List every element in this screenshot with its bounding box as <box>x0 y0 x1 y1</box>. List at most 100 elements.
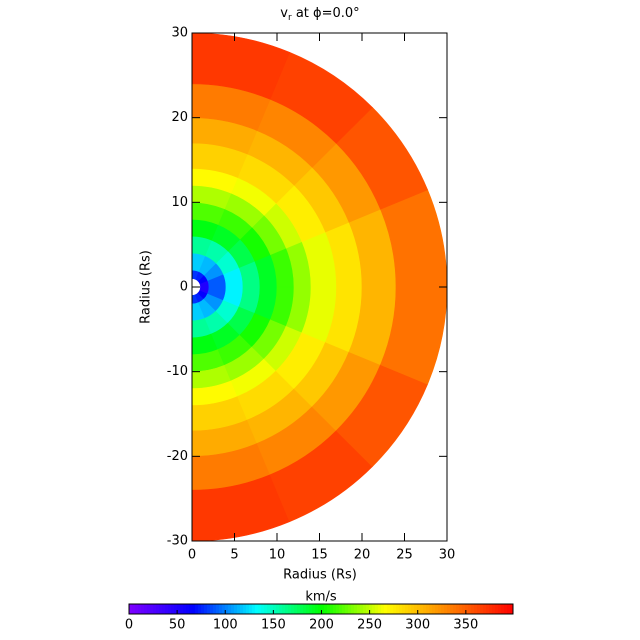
colorbar-swatch <box>477 604 481 614</box>
colorbar-swatch <box>258 604 262 614</box>
colorbar-swatch <box>369 604 373 614</box>
colorbar-swatch <box>330 604 334 614</box>
colorbar-swatch <box>222 604 226 614</box>
colorbar-swatch <box>156 604 160 614</box>
colorbar-tick-label: 150 <box>261 618 286 633</box>
colorbar-swatch <box>213 604 217 614</box>
colorbar-swatch <box>204 604 208 614</box>
colorbar-swatch <box>312 604 316 614</box>
colorbar-swatch <box>429 604 433 614</box>
colorbar-swatch <box>141 604 145 614</box>
colorbar-swatch <box>246 604 250 614</box>
colorbar-swatch <box>243 604 247 614</box>
colorbar-swatch <box>294 604 298 614</box>
colorbar-swatch <box>219 604 223 614</box>
colorbar-swatch <box>336 604 340 614</box>
colorbar-swatch <box>237 604 241 614</box>
x-tick-label: 15 <box>311 548 328 563</box>
colorbar-swatch <box>453 604 457 614</box>
colorbar-swatch <box>447 604 451 614</box>
colorbar-swatch <box>495 604 499 614</box>
colorbar-swatch <box>462 604 466 614</box>
colorbar-tick-label: 200 <box>309 618 334 633</box>
colorbar-swatch <box>276 604 280 614</box>
colorbar-swatch <box>234 604 238 614</box>
colorbar-swatch <box>195 604 199 614</box>
colorbar-swatch <box>168 604 172 614</box>
colorbar-swatch <box>333 604 337 614</box>
colorbar-swatch <box>471 604 475 614</box>
colorbar-swatch <box>510 604 514 614</box>
colorbar-swatch <box>249 604 253 614</box>
colorbar-swatch <box>360 604 364 614</box>
colorbar-swatch <box>426 604 430 614</box>
colorbar-swatch <box>228 604 232 614</box>
colorbar-swatch <box>252 604 256 614</box>
colorbar-swatch <box>411 604 415 614</box>
colorbar-swatch <box>177 604 181 614</box>
colorbar-swatch <box>303 604 307 614</box>
colorbar-swatch <box>375 604 379 614</box>
colorbar-swatch <box>153 604 157 614</box>
colorbar-swatch <box>396 604 400 614</box>
colorbar-swatch <box>150 604 154 614</box>
colorbar-swatch <box>162 604 166 614</box>
x-tick-label: 20 <box>354 548 371 563</box>
colorbar-swatch <box>366 604 370 614</box>
y-tick-label: 20 <box>171 110 188 125</box>
colorbar-swatch <box>384 604 388 614</box>
colorbar-swatch <box>348 604 352 614</box>
colorbar-swatch <box>351 604 355 614</box>
colorbar-swatch <box>492 604 496 614</box>
colorbar-swatch <box>441 604 445 614</box>
colorbar-swatch <box>387 604 391 614</box>
colorbar-tick-label: 50 <box>169 618 186 633</box>
x-tick-label: 0 <box>188 548 196 563</box>
colorbar-swatch <box>372 604 376 614</box>
colorbar-swatch <box>390 604 394 614</box>
colorbar-swatch <box>186 604 190 614</box>
colorbar-swatch <box>135 604 139 614</box>
colorbar-swatch <box>288 604 292 614</box>
colorbar-swatch <box>420 604 424 614</box>
colorbar-swatch <box>138 604 142 614</box>
colorbar-swatch <box>342 604 346 614</box>
colorbar-swatch <box>465 604 469 614</box>
colorbar-swatch <box>300 604 304 614</box>
heatmap <box>191 32 448 542</box>
colorbar-swatch <box>267 604 271 614</box>
x-tick-label: 25 <box>396 548 413 563</box>
colorbar-swatch <box>345 604 349 614</box>
colorbar-swatch <box>408 604 412 614</box>
y-tick-label: 0 <box>180 280 188 295</box>
colorbar-swatch <box>309 604 313 614</box>
colorbar-swatch <box>435 604 439 614</box>
colorbar-tick-label: 250 <box>357 618 382 633</box>
colorbar-swatch <box>279 604 283 614</box>
colorbar-swatch <box>315 604 319 614</box>
colorbar-swatch <box>297 604 301 614</box>
colorbar-swatch <box>132 604 136 614</box>
colorbar-swatch <box>339 604 343 614</box>
x-tick-label: 30 <box>439 548 456 563</box>
colorbar-swatch <box>147 604 151 614</box>
colorbar-swatch <box>402 604 406 614</box>
colorbar-swatch <box>180 604 184 614</box>
colorbar-swatch <box>456 604 460 614</box>
colorbar-swatch <box>183 604 187 614</box>
colorbar-swatch <box>231 604 235 614</box>
colorbar-swatch <box>504 604 508 614</box>
colorbar-swatch <box>285 604 289 614</box>
colorbar-swatch <box>459 604 463 614</box>
colorbar-swatch <box>201 604 205 614</box>
colorbar-swatch <box>498 604 502 614</box>
y-tick-label: -10 <box>167 364 188 379</box>
colorbar-swatch <box>480 604 484 614</box>
colorbar-swatch <box>483 604 487 614</box>
colorbar-swatch <box>414 604 418 614</box>
colorbar-swatch <box>393 604 397 614</box>
colorbar-swatch <box>378 604 382 614</box>
y-tick-label: 10 <box>171 195 188 210</box>
